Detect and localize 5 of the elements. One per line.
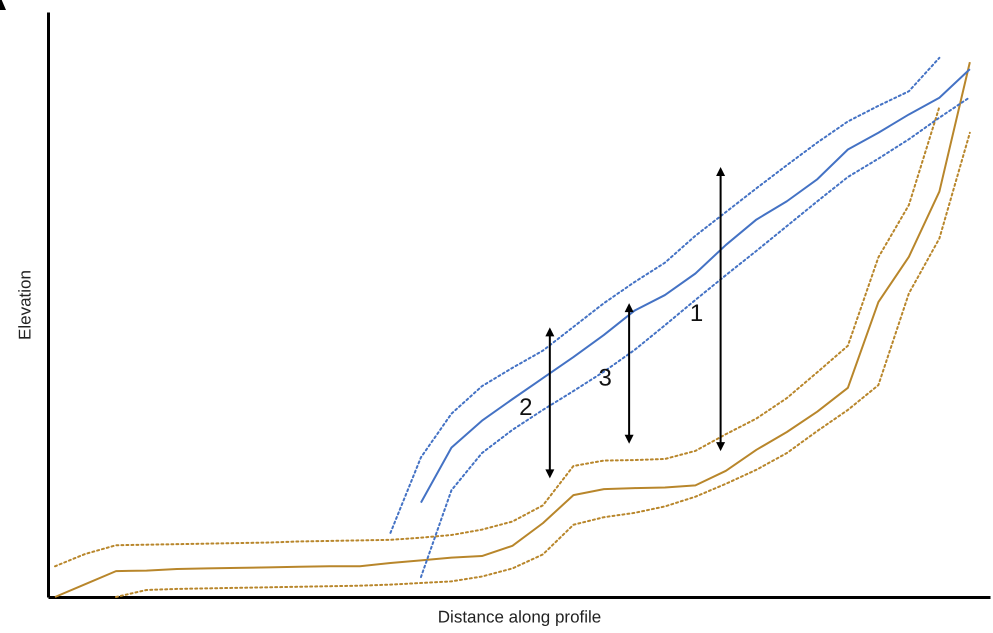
y-axis-title: Elevation — [16, 270, 34, 340]
annotation: 1 — [690, 300, 704, 328]
annotation: 2 — [519, 394, 533, 421]
x-axis-title: Distance along profile — [438, 608, 602, 626]
annotation: 3 — [598, 364, 612, 392]
